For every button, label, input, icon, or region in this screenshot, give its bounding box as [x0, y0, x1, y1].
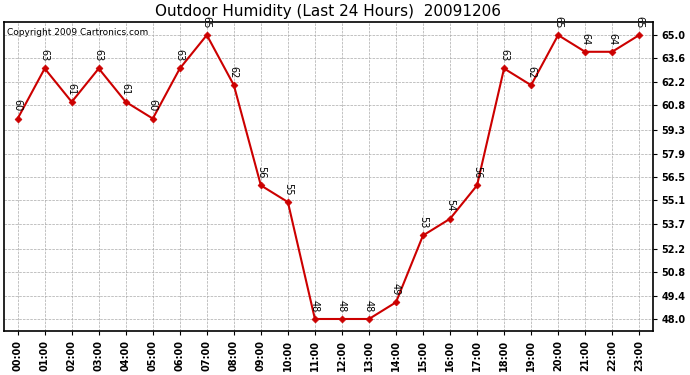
Text: 64: 64: [607, 33, 617, 45]
Text: 63: 63: [40, 49, 50, 62]
Text: 62: 62: [526, 66, 536, 78]
Text: 64: 64: [580, 33, 590, 45]
Text: 65: 65: [553, 16, 563, 28]
Text: 48: 48: [364, 300, 374, 312]
Text: 65: 65: [202, 16, 212, 28]
Text: 65: 65: [634, 16, 644, 28]
Text: 48: 48: [337, 300, 347, 312]
Text: 49: 49: [391, 283, 401, 296]
Text: 60: 60: [148, 99, 158, 112]
Title: Outdoor Humidity (Last 24 Hours)  20091206: Outdoor Humidity (Last 24 Hours) 2009120…: [155, 4, 502, 19]
Text: 56: 56: [256, 166, 266, 178]
Text: 60: 60: [12, 99, 23, 112]
Text: 63: 63: [499, 49, 509, 62]
Text: 56: 56: [472, 166, 482, 178]
Text: 54: 54: [445, 200, 455, 212]
Text: 61: 61: [67, 83, 77, 95]
Text: 48: 48: [310, 300, 320, 312]
Text: 62: 62: [229, 66, 239, 78]
Text: 55: 55: [283, 183, 293, 195]
Text: 63: 63: [175, 49, 185, 62]
Text: 61: 61: [121, 83, 131, 95]
Text: 63: 63: [94, 49, 104, 62]
Text: Copyright 2009 Cartronics.com: Copyright 2009 Cartronics.com: [8, 28, 148, 37]
Text: 53: 53: [418, 216, 428, 228]
